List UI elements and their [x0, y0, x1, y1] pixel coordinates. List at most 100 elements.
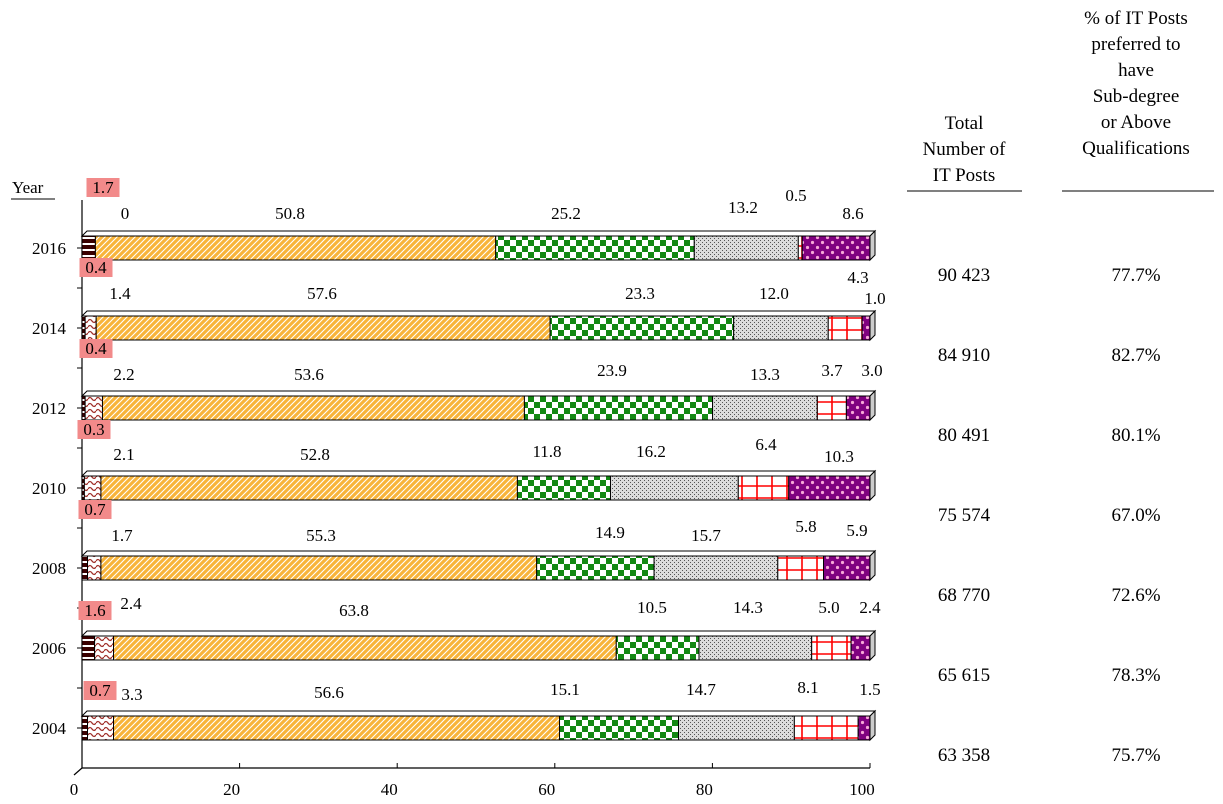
bar-segment — [87, 555, 102, 581]
value-label: 10.3 — [824, 447, 854, 466]
value-label-bg — [78, 601, 112, 620]
value-label-bg — [79, 258, 113, 277]
value-label: 2.2 — [113, 365, 134, 384]
bar-segment — [857, 715, 871, 741]
value-label: 0.7 — [84, 500, 106, 519]
bar-segment — [793, 715, 859, 741]
value-label: 1.5 — [859, 680, 880, 699]
value-label: 10.5 — [637, 598, 667, 617]
bar-segment — [653, 555, 779, 581]
bar-side-face — [869, 629, 876, 662]
value-label: 50.8 — [275, 204, 305, 223]
pct-header-line: Qualifications — [1082, 138, 1190, 159]
bar-segment — [81, 555, 89, 581]
value-label: 5.9 — [846, 521, 867, 540]
bar-segment — [816, 395, 847, 421]
bar-segment — [83, 475, 102, 501]
bar-segment — [101, 395, 525, 421]
pct-value: 80.1% — [1111, 425, 1160, 446]
pct-header-line: Sub-degree — [1093, 86, 1180, 107]
total-value: 63 358 — [938, 745, 990, 766]
x-tick-label: 100 — [849, 780, 875, 799]
value-label: 55.3 — [306, 526, 336, 545]
value-label: 0.7 — [89, 681, 111, 700]
value-label: 1.7 — [92, 178, 114, 197]
bar-segment — [712, 395, 818, 421]
pct-value: 78.3% — [1111, 665, 1160, 686]
bar-segment — [94, 235, 497, 261]
bar-segment — [81, 715, 89, 741]
bar-top-face — [80, 310, 877, 317]
value-label: 0.5 — [785, 186, 806, 205]
value-label: 57.6 — [307, 284, 337, 303]
category-label: 2006 — [32, 639, 66, 658]
bar-top-face — [80, 390, 877, 397]
value-label: 6.4 — [755, 435, 777, 454]
value-label: 3.7 — [821, 361, 843, 380]
total-value: 75 574 — [938, 505, 991, 526]
bar-top-face — [80, 550, 877, 557]
bar-segment — [777, 555, 825, 581]
bar-segment — [801, 235, 871, 261]
value-label: 0 — [121, 204, 130, 223]
value-label: 5.8 — [795, 517, 816, 536]
total-value: 68 770 — [938, 585, 990, 606]
pct-header-line: preferred to — [1091, 34, 1180, 55]
value-label: 3.3 — [121, 685, 142, 704]
bar-segment — [737, 475, 790, 501]
total-value: 90 423 — [938, 265, 990, 286]
bar-segment — [95, 315, 551, 341]
value-label: 13.2 — [728, 198, 758, 217]
value-label: 23.3 — [625, 284, 655, 303]
value-label: 2.4 — [859, 598, 881, 617]
bar-side-face — [869, 709, 876, 742]
value-label: 23.9 — [597, 361, 627, 380]
labels-layer: 1.70 50.8 25.2 13.20.58.60.41.4 57.6 23.3 12.0… — [77, 178, 886, 704]
pct-value: 82.7% — [1111, 345, 1160, 366]
value-label: 3.0 — [861, 361, 882, 380]
bar-segment — [81, 235, 96, 261]
bars-layer — [80, 229, 877, 742]
x-tick-label: 60 — [538, 780, 555, 799]
bar-segment — [495, 235, 695, 261]
value-label: 11.8 — [532, 442, 561, 461]
bar-side-face — [869, 309, 876, 342]
value-label: 2.1 — [113, 445, 134, 464]
category-label: 2008 — [32, 559, 66, 578]
bar-segment — [698, 635, 813, 661]
value-label: 1.6 — [84, 601, 105, 620]
category-label: 2010 — [32, 479, 66, 498]
bar-segment — [549, 315, 735, 341]
bar-side-face — [869, 389, 876, 422]
pct-header-line: or Above — [1101, 112, 1171, 133]
category-label: 2016 — [32, 239, 66, 258]
value-label: 2.4 — [120, 594, 142, 613]
bar-segment — [827, 315, 863, 341]
bar-segment — [845, 395, 871, 421]
value-label: 14.9 — [595, 523, 625, 542]
value-label: 13.3 — [750, 365, 780, 384]
bar-side-face — [869, 469, 876, 502]
x-tick-label: 80 — [696, 780, 713, 799]
value-label: 52.8 — [300, 445, 330, 464]
bar-top-face — [80, 470, 877, 477]
value-label: 1.0 — [864, 289, 885, 308]
bar-segment — [87, 715, 115, 741]
value-label-bg — [78, 500, 112, 519]
total-header-line: IT Posts — [933, 165, 995, 186]
bar-side-face — [869, 549, 876, 582]
category-label: 2012 — [32, 399, 66, 418]
bar-segment — [81, 635, 96, 661]
value-label: 14.7 — [686, 680, 716, 699]
bar-segment — [678, 715, 795, 741]
axis-corner — [73, 767, 83, 776]
x-tick-label: 0 — [70, 780, 79, 799]
bar-segment — [100, 475, 518, 501]
bar-segment — [823, 555, 871, 581]
bar-top-face — [80, 230, 877, 237]
bar-top-face — [80, 630, 877, 637]
pct-value: 77.7% — [1111, 265, 1160, 286]
bar-segment — [788, 475, 871, 501]
x-tick-label: 20 — [223, 780, 240, 799]
bar-side-face — [869, 229, 876, 262]
